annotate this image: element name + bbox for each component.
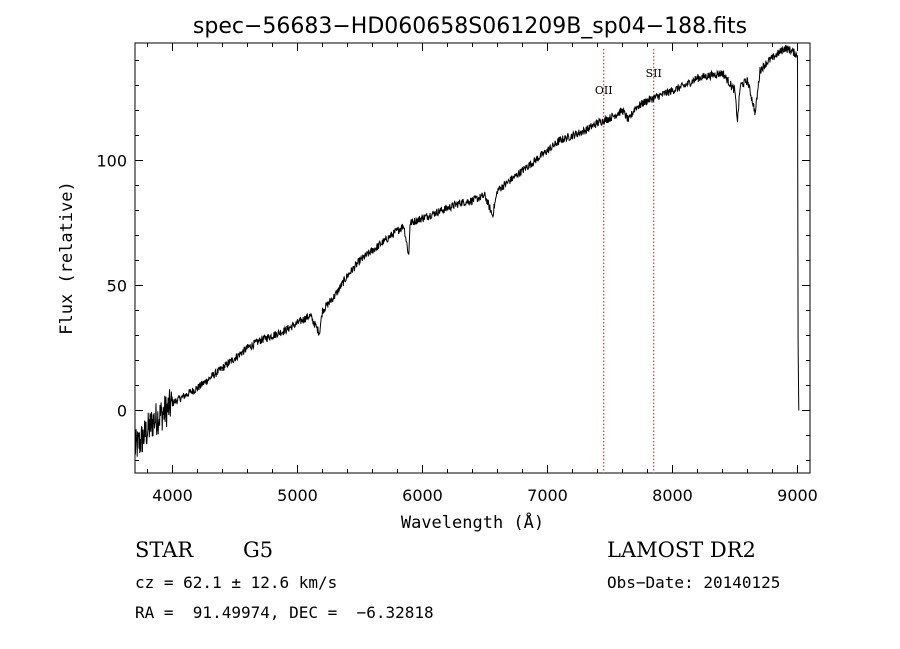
obs-date-label: Obs−Date: 20140125	[607, 573, 781, 592]
chart-title: spec−56683−HD060658S061209B_sp04−188.fit…	[193, 14, 747, 39]
x-tick-label: 4000	[152, 486, 193, 505]
object-class-label: STAR	[135, 538, 194, 562]
y-axis-label: Flux (relative)	[57, 181, 77, 335]
y-tick-label: 0	[117, 402, 127, 421]
x-tick-label: 5000	[277, 486, 318, 505]
plot-frame	[134, 42, 811, 474]
y-tick-label: 50	[107, 277, 127, 296]
x-axis-label: Wavelength (Å)	[401, 511, 544, 533]
y-axis-ticks: 0 50 100	[96, 60, 810, 461]
x-tick-label: 6000	[402, 486, 443, 505]
reference-lines: OII SII	[595, 49, 662, 473]
series-group	[134, 45, 800, 457]
x-axis-ticks: 4000 5000 6000 7000 8000 9000	[147, 43, 818, 505]
coordinates-label: RA = 91.49974, DEC = −6.32818	[135, 603, 434, 622]
x-tick-label: 9000	[777, 486, 818, 505]
spectrum-line	[134, 45, 800, 457]
reference-label-sii: SII	[646, 67, 662, 80]
survey-label: LAMOST DR2	[607, 538, 756, 562]
x-tick-label: 8000	[652, 486, 693, 505]
x-tick-label: 7000	[527, 486, 568, 505]
redshift-label: cz = 62.1 ± 12.6 km/s	[135, 573, 338, 592]
subclass-label: G5	[243, 538, 274, 562]
reference-label-oii: OII	[595, 84, 613, 97]
y-tick-label: 100	[96, 152, 127, 171]
